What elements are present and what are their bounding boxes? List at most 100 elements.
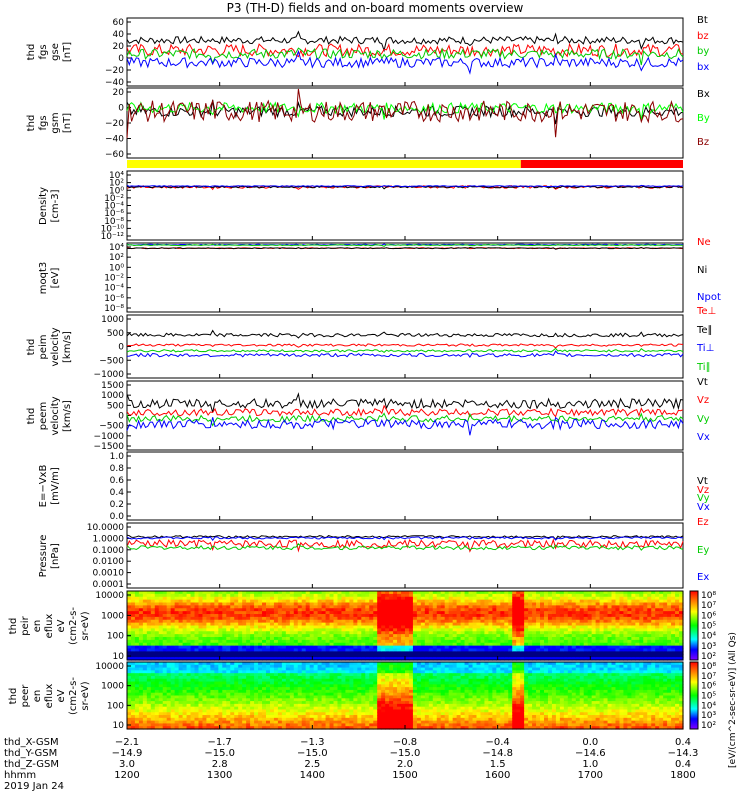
spectrogram-cell <box>484 648 489 652</box>
spectrogram-cell <box>460 657 466 661</box>
spectrogram-cell <box>162 662 168 666</box>
spectrogram-cell <box>246 616 251 621</box>
spectrogram-cell <box>190 619 196 624</box>
spectrogram-cell <box>297 709 303 713</box>
spectrogram-cell <box>679 634 684 638</box>
spectrogram-cell <box>293 642 299 647</box>
spectrogram-cell <box>333 720 339 725</box>
spectrogram-cell <box>262 608 267 612</box>
spectrogram-cell <box>365 619 370 624</box>
spectrogram-cell <box>289 616 295 621</box>
spectrogram-cell <box>146 673 152 677</box>
spectrogram-cell <box>341 715 347 719</box>
spectrogram-cell <box>647 602 652 606</box>
y-tick-label: 10⁻² <box>104 194 124 204</box>
spectrogram-cell <box>337 726 343 730</box>
spectrogram-cell <box>671 596 676 601</box>
spectrogram-cell <box>250 599 255 604</box>
spectrogram-cell <box>575 654 581 658</box>
spectrogram-cell <box>321 642 327 647</box>
spectrogram-cell <box>285 709 291 713</box>
spectrogram-cell <box>599 605 605 609</box>
spectrogram-cell <box>226 637 231 641</box>
spectrogram-cell <box>222 631 227 635</box>
spectrogram-cell <box>528 645 533 650</box>
spectrogram-cell <box>174 657 180 661</box>
spectrogram-cell <box>258 723 263 727</box>
spectrogram-cell <box>230 706 235 711</box>
spectrogram-cell <box>166 673 172 677</box>
spectrogram-cell <box>536 622 541 627</box>
spectrogram-cell <box>174 654 180 658</box>
spectrogram-cell <box>643 602 648 606</box>
spectrogram-cell <box>623 622 628 627</box>
spectrogram-cell <box>269 726 275 730</box>
spectrogram-cell <box>504 611 509 615</box>
spectrogram-cell <box>198 678 204 683</box>
spectrogram-cell <box>325 611 331 615</box>
spectrogram-cell <box>222 698 227 702</box>
y-tick-label: 1500 <box>101 381 124 391</box>
spectrogram-cell <box>154 692 160 697</box>
spectrogram-cell <box>357 689 362 694</box>
spectrogram-cell <box>639 605 644 609</box>
spectrogram-cell <box>218 608 223 612</box>
spectrogram-cell <box>266 637 271 641</box>
spectrogram-cell <box>178 670 184 674</box>
spectrogram-cell <box>559 637 565 641</box>
spectrogram-cell <box>353 703 358 708</box>
spectrogram-cell <box>591 591 597 595</box>
spectrogram-cell <box>416 616 422 621</box>
spectrogram-cell <box>579 625 585 629</box>
spectrogram-cell <box>337 681 343 685</box>
spectrogram-cell <box>524 596 529 601</box>
spectrogram-cell <box>166 642 172 647</box>
spectrogram-cell <box>174 602 180 606</box>
spectrogram-cell <box>651 605 656 609</box>
spectrogram-cell <box>210 723 215 727</box>
spectrogram-cell <box>341 695 347 699</box>
spectrogram-cell <box>234 593 239 598</box>
spectrogram-cell <box>262 645 267 650</box>
spectrogram-cell <box>385 657 390 661</box>
spectrogram-cell <box>575 614 581 618</box>
spectrogram-cell <box>222 720 227 725</box>
spectrogram-cell <box>242 622 247 627</box>
spectrogram-cell <box>138 689 144 694</box>
spectrogram-cell <box>277 678 283 683</box>
spectrogram-cell <box>408 625 414 629</box>
spectrogram-cell <box>337 687 343 691</box>
spectrogram-cell <box>158 709 164 713</box>
spectrogram-cell <box>512 648 517 652</box>
spectrogram-cell <box>412 631 418 635</box>
spectrogram-cell <box>369 614 374 618</box>
spectrogram-cell <box>643 611 648 615</box>
spectrogram-cell <box>571 628 577 632</box>
spectrogram-cell <box>246 602 251 606</box>
spectrogram-cell <box>246 662 251 666</box>
spectrogram-cell <box>337 678 343 683</box>
spectrogram-cell <box>186 695 192 699</box>
spectrogram-cell <box>508 605 513 609</box>
spectrogram-cell <box>150 675 156 680</box>
spectrogram-cell <box>250 706 255 711</box>
spectrogram-cell <box>436 593 442 598</box>
spectrogram-cell <box>214 637 219 641</box>
spectrogram-cell <box>583 599 589 604</box>
spectrogram-cell <box>420 648 426 652</box>
spectrogram-cell <box>194 673 200 677</box>
spectrogram-cell <box>254 720 259 725</box>
spectrogram-cell <box>138 723 144 727</box>
spectrogram-cell <box>281 717 287 722</box>
spectrogram-cell <box>408 639 414 644</box>
spectrogram-cell <box>349 645 354 650</box>
spectrogram-cell <box>345 593 350 598</box>
spectrogram-cell <box>671 634 676 638</box>
spectrogram-cell <box>285 673 291 677</box>
spectrogram-cell <box>134 706 140 711</box>
spectrogram-cell <box>309 670 315 674</box>
spectrogram-cell <box>206 602 211 606</box>
spectrogram-cell <box>301 662 307 666</box>
spectrogram-cell <box>659 645 664 650</box>
spectrogram-cell <box>301 599 307 604</box>
